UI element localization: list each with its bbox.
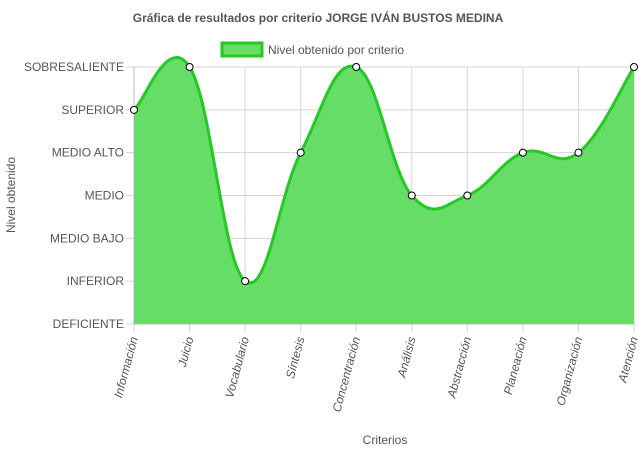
y-tick-label: DEFICIENTE (53, 317, 124, 331)
y-tick-label: MEDIO BAJO (50, 231, 124, 245)
series-area (134, 57, 634, 325)
x-tick-label: Juicio (175, 335, 197, 370)
x-tick-label: Organización (554, 335, 586, 407)
data-point[interactable] (185, 63, 194, 71)
y-axis: DEFICIENTE INFERIOR MEDIO BAJO MEDIO MEDIO A… (24, 60, 124, 331)
data-point[interactable] (407, 191, 416, 200)
data-point[interactable] (518, 148, 527, 157)
data-point[interactable] (130, 105, 138, 114)
x-axis: Información Juicio Vocabulario Síntesis Conc… (111, 335, 639, 414)
x-tick-label: Abstracción (444, 335, 474, 400)
data-point[interactable] (574, 148, 583, 157)
x-tick-label: Planeación (501, 335, 530, 396)
x-axis-label: Criterios (363, 433, 408, 447)
data-point[interactable] (241, 277, 250, 286)
legend[interactable]: Nivel obtenido por criterio (220, 41, 404, 58)
y-axis-label: Nivel obtenido (4, 157, 18, 233)
x-tick-label: Análisis (394, 335, 418, 380)
series (130, 56, 638, 325)
y-tick-label: INFERIOR (67, 274, 125, 288)
y-tick-label: SOBRESALIENTE (24, 60, 124, 74)
x-tick-label: Atención (615, 335, 639, 385)
legend-swatch (220, 41, 264, 58)
y-tick-label: MEDIO (85, 189, 124, 203)
x-tick-label: Concentración (330, 335, 364, 414)
data-point[interactable] (296, 148, 305, 157)
legend-label: Nivel obtenido por criterio (268, 43, 404, 57)
x-tick-label: Información (111, 335, 141, 399)
data-point[interactable] (463, 191, 472, 200)
x-tick-label: Síntesis (283, 335, 308, 380)
y-tick-label: SUPERIOR (61, 103, 124, 117)
data-point[interactable] (630, 63, 638, 71)
data-point[interactable] (352, 63, 361, 71)
x-tick-label: Vocabulario (222, 335, 252, 400)
chart-title: Gráfica de resultados por criterio JORGE… (133, 10, 504, 25)
y-tick-label: MEDIO ALTO (52, 146, 124, 160)
